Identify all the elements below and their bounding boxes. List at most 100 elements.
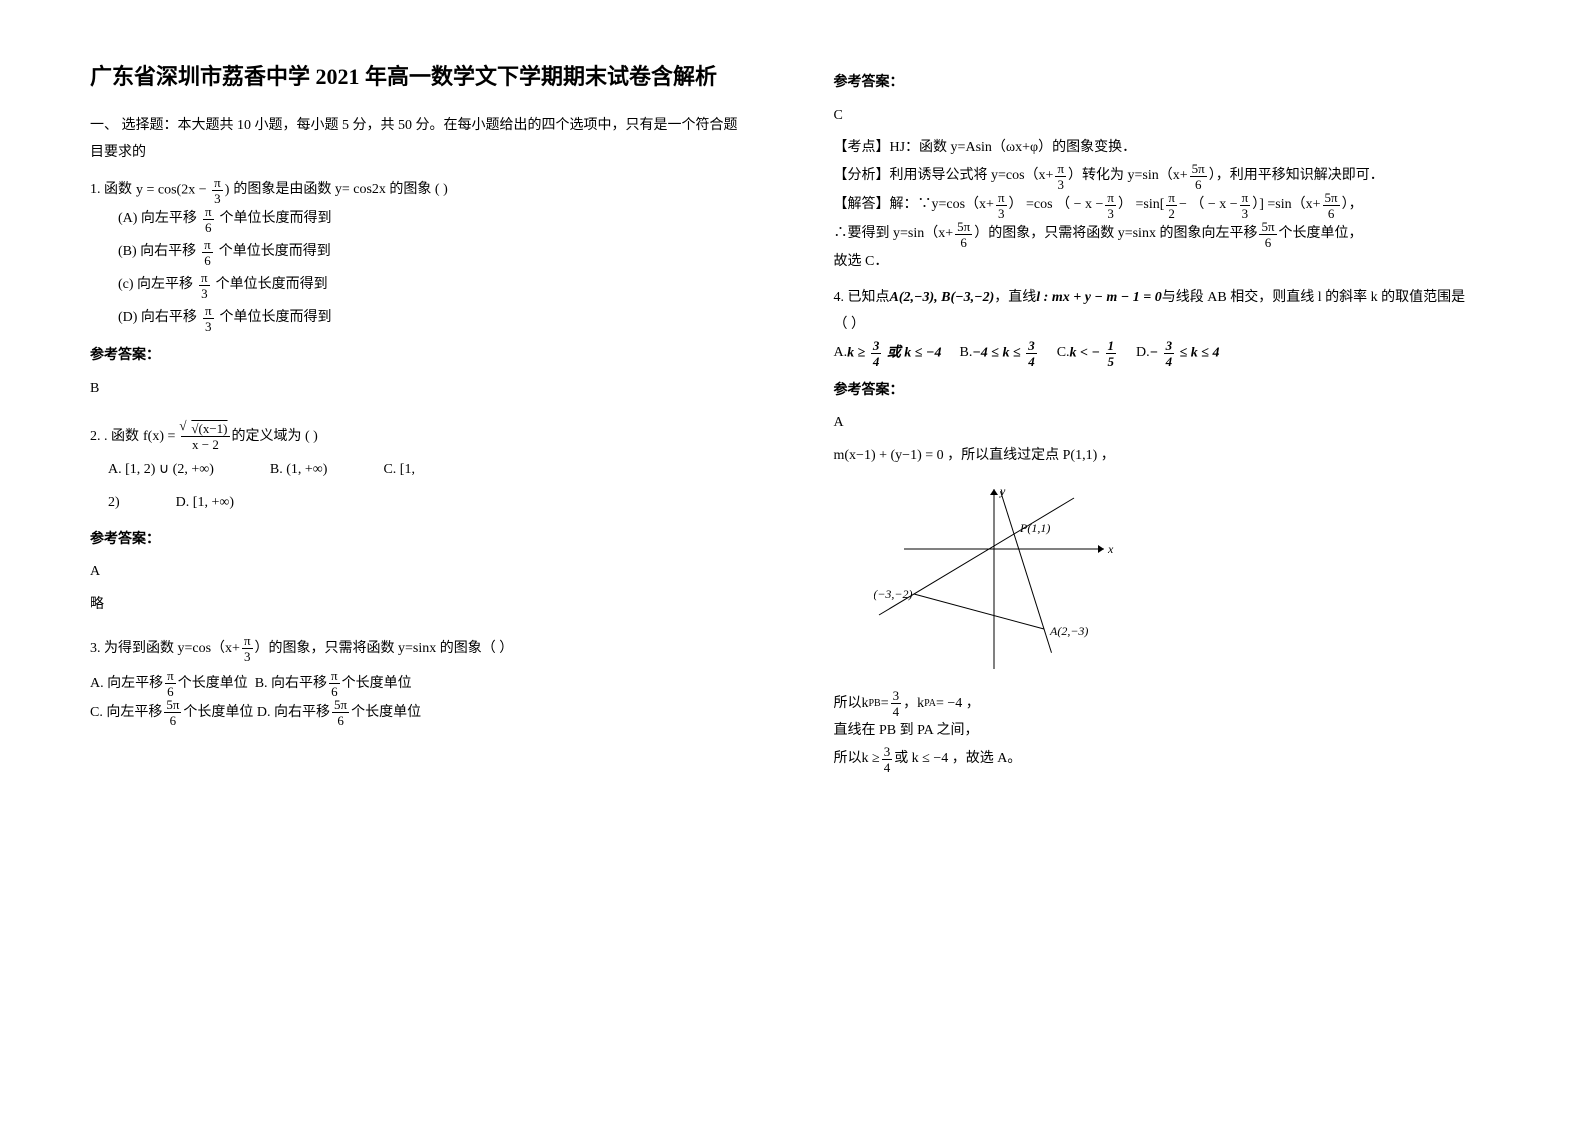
q1-opta-num: π xyxy=(203,205,214,220)
svg-text:x: x xyxy=(1107,542,1114,556)
q4-stem: 4. 已知点 A(2,−3), B(−3,−2) ，直线 l : mx + y … xyxy=(834,285,1466,312)
q3-s2-den: 3 xyxy=(1105,206,1116,220)
q3-s5-post: 个长度单位， xyxy=(1279,221,1363,248)
q3-optb-unit: 个长度单位 xyxy=(342,671,412,698)
q3-sol-5: ∴要得到 y=sin（x+ 5π 6 ）的图象，只需将函数 y=sinx 的图象… xyxy=(834,220,1363,249)
q3-an-post: ），利用平移知识解决即可． xyxy=(1209,163,1384,190)
q1-opta-pre: (A) 向左平移 xyxy=(118,206,197,233)
q3-s4-frac: 5π 6 xyxy=(1323,191,1340,220)
q3-s4-num: 5π xyxy=(1323,191,1340,206)
q3-optb-pre: B. 向右平移 xyxy=(255,671,327,698)
q3-s3-frac1: π 2 xyxy=(1166,191,1177,220)
q2-stem: 2. . 函数 f(x) = √√(x−1) x − 2 的定义域为 ( ) xyxy=(90,422,318,451)
q4-kpb-den: 4 xyxy=(891,704,902,718)
q1-optb-unit: 个单位长度而得到 xyxy=(219,239,331,266)
q1-suffix: 的图象是由函数 y= cos2x 的图象 ( ) xyxy=(233,177,447,204)
q4-opt-c: C. k < − 1 5 xyxy=(1057,339,1118,368)
q3-sol-post: ） xyxy=(1009,192,1023,219)
q3-s4-pre: =sin（x+ xyxy=(1267,192,1320,219)
q3-frac-num: π xyxy=(242,634,253,649)
q1-optd-pre: (D) 向右平移 xyxy=(118,305,197,332)
q3-an-pre: 【分析】利用诱导公式将 y=cos（x+ xyxy=(834,163,1054,190)
q4-kpb-k: k xyxy=(862,691,869,718)
q3-optd-pre: D. 向右平移 xyxy=(257,700,330,727)
q3-analysis: 【分析】利用诱导公式将 y=cos（x+ π 3 ）转化为 y=sin（x+ 5… xyxy=(834,162,1384,191)
q3-s2-post: ） xyxy=(1118,192,1132,219)
q4-optb-den: 4 xyxy=(1026,354,1037,368)
q4-answer: A xyxy=(834,410,1498,437)
q4-optc-txt: k < − xyxy=(1070,345,1104,360)
svg-text:B(−3,−2): B(−3,−2) xyxy=(874,587,913,601)
q3-frac: π 3 xyxy=(242,634,253,663)
q1-opta-frac: π 6 xyxy=(203,205,214,234)
q4-optc-frac: 1 5 xyxy=(1106,339,1117,368)
q3-stem: 3. 为得到函数 y=cos（x+ π 3 ）的图象，只需将函数 y=sinx … xyxy=(90,634,513,663)
q1-prefix: 1. 函数 xyxy=(90,177,132,204)
q4-optc-den: 5 xyxy=(1106,354,1117,368)
q3-sol-2: =cos （ − x − π 3 ） xyxy=(1026,191,1132,220)
q4-l4-frac: 3 4 xyxy=(882,745,893,774)
q4-kpb-eq: = xyxy=(881,691,889,718)
q3-s5-num2: 5π xyxy=(1259,220,1276,235)
q4-answer-label: 参考答案： xyxy=(834,378,1498,405)
q3-s2-num: π xyxy=(1105,191,1116,206)
q3-optc-den: 6 xyxy=(164,713,181,727)
q3-optd-den: 6 xyxy=(332,713,349,727)
left-column: 广东省深圳市荔香中学 2021 年高一数学文下学期期末试卷含解析 一、 选择题：… xyxy=(0,0,794,1122)
q3-sol-pre: 【解答】解：∵y=cos（x+ xyxy=(834,192,994,219)
q2-opt-b: B. (1, +∞) xyxy=(270,457,328,484)
q2-opt-c: C. [1, xyxy=(383,457,415,484)
q4-opta-num: 3 xyxy=(871,339,882,354)
q3-s3-num2: π xyxy=(1240,191,1251,206)
q3-optc-pre: C. 向左平移 xyxy=(90,700,162,727)
q3-s5-num1: 5π xyxy=(955,220,972,235)
q3-optb-den: 6 xyxy=(329,684,340,698)
q2-num-text: √(x−1) xyxy=(191,421,227,436)
q3-an-num2: 5π xyxy=(1190,162,1207,177)
q3-kaodian: 【考点】HJ：函数 y=Asin（ωx+φ）的图象变换． xyxy=(834,135,1498,162)
q3-s3-den1: 2 xyxy=(1166,206,1177,220)
q3-s3-pre: =sin[ xyxy=(1135,192,1164,219)
q4-optd-txt1: − xyxy=(1150,345,1162,360)
q4-optd-frac: 3 4 xyxy=(1164,339,1175,368)
q2-note: 略 xyxy=(90,592,744,619)
q3-an-den1: 3 xyxy=(1055,177,1066,191)
q1-optd-frac: π 3 xyxy=(203,304,214,333)
q4-stem-pre: 4. 已知点 xyxy=(834,285,890,312)
q3-opta-unit: 个长度单位 xyxy=(178,671,248,698)
q3-frac-den: 3 xyxy=(242,649,253,663)
q4-kpa-sub: PA xyxy=(924,694,936,713)
q2-frac: √√(x−1) x − 2 xyxy=(181,422,229,451)
q4-optd-txt2: ≤ k ≤ 4 xyxy=(1180,345,1220,360)
q3-optd-num: 5π xyxy=(332,698,349,713)
q4-opt-a: A. k ≥ 3 4 或 k ≤ −4 xyxy=(834,339,942,368)
q4-optd-num: 3 xyxy=(1164,339,1175,354)
q4-exp-kpb: 所以 kPB = 3 4 ， kPA = −4 ， xyxy=(834,689,980,718)
q3-s5-den1: 6 xyxy=(955,235,972,249)
q2-options-row1: A. [1, 2) ∪ (2, +∞) B. (1, +∞) C. [1, xyxy=(108,457,744,484)
q3-s5-mid: ）的图象，只需将函数 y=sinx 的图象向左平移 xyxy=(974,221,1257,248)
q1-option-a: (A) 向左平移 π 6 个单位长度而得到 xyxy=(118,205,744,234)
right-column: 参考答案： C 【考点】HJ：函数 y=Asin（ωx+φ）的图象变换． 【分析… xyxy=(794,0,1587,1122)
q3-options-row2: C. 向左平移 5π 6 个长度单位 D. 向右平移 5π 6 个长度单位 xyxy=(90,698,421,727)
svg-text:A(2,−3): A(2,−3) xyxy=(1049,624,1088,638)
q3-s2-pre: =cos （ − x − xyxy=(1026,192,1103,219)
q2-answer: A xyxy=(90,559,744,586)
q3-opta-den: 6 xyxy=(165,684,176,698)
q1-fraction: π 3 xyxy=(212,176,223,205)
q2-num: √√(x−1) xyxy=(181,422,229,437)
q4-l4-num: 3 xyxy=(882,745,893,760)
q4-l4-k: k ≥ xyxy=(862,746,880,773)
q1-option-c: (c) 向左平移 π 3 个单位长度而得到 xyxy=(118,271,744,300)
q4-paren: （ ） xyxy=(834,312,1498,339)
q4-options: A. k ≥ 3 4 或 k ≤ −4 B. −4 ≤ k ≤ 3 4 xyxy=(834,339,1220,368)
q3-s3-den2: 3 xyxy=(1240,206,1251,220)
q3-s3-frac2: π 3 xyxy=(1240,191,1251,220)
q1-optc-frac: π 3 xyxy=(199,271,210,300)
q2-prefix: 2. . 函数 xyxy=(90,424,139,451)
q4-l4-den: 4 xyxy=(882,760,893,774)
q3-sol-num: π xyxy=(996,191,1007,206)
section-1-heading: 一、 选择题：本大题共 10 小题，每小题 5 分，共 50 分。在每小题给出的… xyxy=(90,113,744,166)
q1-answer: B xyxy=(90,376,744,403)
q3-s5-pre: ∴要得到 y=sin（x+ xyxy=(834,221,954,248)
